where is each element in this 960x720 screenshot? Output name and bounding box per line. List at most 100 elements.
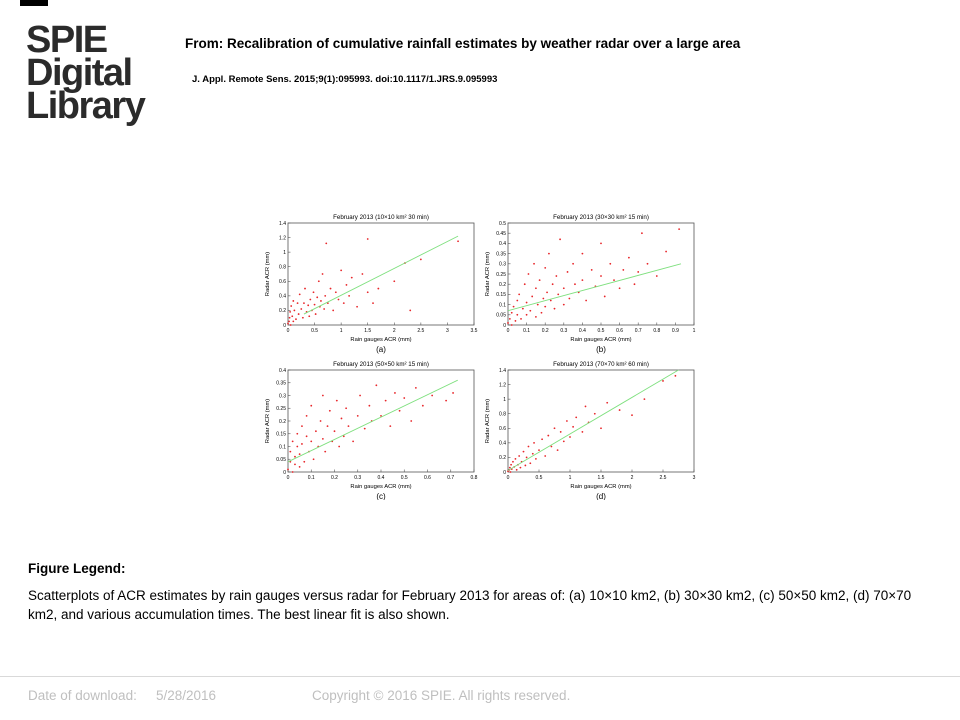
panel-4-data-point-16 [525, 456, 528, 459]
panel-2-data-point-37 [568, 297, 571, 300]
panel-2-data-point-48 [603, 295, 606, 298]
panel-4-x-tick-label-3: 1.5 [598, 475, 605, 481]
panel-3-data-point-12 [301, 443, 303, 445]
panel-4-data-point-19 [531, 452, 534, 455]
panel-2-data-point-42 [581, 252, 584, 255]
panel-1-x-tick-label-4: 2 [393, 328, 396, 334]
panel-2-data-point-51 [618, 287, 621, 290]
panel-3-data-point-3 [291, 471, 294, 473]
panel-2-data-point-33 [559, 238, 561, 241]
panel-2-data-point-15 [529, 309, 532, 312]
panel-2-y-tick-label-5: 0.25 [496, 272, 506, 278]
figure-legend-heading: Figure Legend: [28, 561, 126, 576]
panel-3-data-point-51 [421, 404, 424, 407]
panel-2-x-tick-label-7: 0.7 [635, 328, 642, 334]
panel-4-chart-title: February 2013 (70×70 km² 60 min) [553, 361, 649, 368]
panel-1-data-point-24 [313, 303, 316, 306]
panel-2-data-point-58 [655, 275, 658, 277]
panel-4-x-tick-label-5: 2.5 [660, 475, 667, 481]
panel-3-linear-fit-line [287, 379, 458, 463]
panel-1-data-point-29 [320, 300, 322, 302]
panel-1-data-point-15 [301, 316, 304, 319]
panel-4-data-point-8 [514, 457, 517, 460]
panel-2-x-axis-label: Rain gauges ACR (mm) [570, 337, 631, 343]
panel-2-data-point-54 [633, 283, 636, 286]
panel-4-data-point-27 [553, 427, 556, 430]
panel-1-data-point-19 [307, 304, 310, 307]
panel-4-x-axis-label: Rain gauges ACR (mm) [570, 484, 631, 490]
panel-4-y-tick-label-3: 0.6 [499, 426, 506, 432]
panel-3-data-point-50 [414, 386, 417, 389]
panel-1-data-point-32 [324, 294, 327, 297]
panel-3-data-point-10 [298, 453, 301, 456]
panel-3-data-point-15 [305, 415, 308, 417]
panel-2-data-point-50 [613, 279, 615, 282]
panel-2-y-tick-label-9: 0.45 [496, 231, 506, 237]
panel-2-data-point-36 [566, 271, 569, 273]
panel-1-x-tick-label-7: 3.5 [471, 328, 478, 334]
panel-2-data-point-7 [516, 313, 519, 316]
panel-4-data-point-34 [575, 416, 578, 419]
panel-4-y-tick-label-6: 1.2 [499, 382, 506, 388]
panel-3-data-point-7 [296, 445, 299, 448]
panel-3-x-axis-label: Rain gauges ACR (mm) [350, 484, 411, 490]
panel-2-data-point-56 [641, 232, 643, 235]
panel-3-data-point-43 [380, 415, 382, 417]
panel-2-data-point-3 [510, 324, 513, 326]
panel-4-linear-fit-line [507, 369, 679, 471]
panel-2-x-tick-label-6: 0.6 [616, 328, 623, 334]
panel-2-data-point-12 [525, 313, 528, 316]
panel-3-y-tick-label-0: 0 [283, 470, 286, 476]
panel-2-x-tick-label-5: 0.5 [598, 328, 605, 334]
panel-4-data-point-41 [618, 409, 621, 411]
panel-1-chart-title: February 2013 (10×10 km² 30 min) [333, 214, 429, 221]
panel-2-data-point-26 [546, 291, 548, 294]
panel-4-data-point-45 [674, 374, 677, 377]
panel-3-data-point-5 [294, 463, 296, 466]
panel-4-y-tick-label-5: 1 [503, 397, 506, 403]
panel-1-data-point-13 [298, 293, 301, 296]
panel-1-data-point-53 [419, 258, 422, 261]
panel-4-x-tick-label-1: 0.5 [536, 475, 543, 481]
panel-2-data-point-47 [600, 242, 602, 245]
panel-4-data-point-28 [556, 449, 559, 452]
panel-3-data-point-26 [326, 425, 329, 427]
panel-2-data-point-60 [678, 228, 681, 231]
panel-4-data-point-43 [643, 398, 646, 401]
panel-2-y-tick-label-2: 0.1 [499, 302, 506, 308]
panel-1-data-point-3 [289, 324, 292, 326]
panel-3-x-tick-label-5: 0.5 [401, 475, 408, 481]
panel-2-data-point-1 [508, 317, 511, 320]
article-title: From: Recalibration of cumulative rainfa… [185, 36, 741, 51]
panel-1-y-tick-label-7: 1.4 [279, 221, 286, 227]
panel-4-data-point-44 [662, 380, 664, 382]
panel-3-data-point-39 [363, 427, 366, 430]
panel-2-data-point-23 [542, 297, 545, 300]
panel-4-data-point-2 [508, 466, 511, 469]
panel-2-data-point-24 [544, 266, 547, 269]
scatterplot-grid-svg: February 2013 (10×10 km² 30 min) 0 0.5 1 1.5… [265, 214, 696, 501]
panel-1-data-point-0 [287, 322, 289, 325]
panel-1-data-point-9 [293, 309, 296, 312]
panel-3-data-point-19 [312, 458, 315, 461]
panel-2-chart-title: February 2013 (30×30 km² 15 min) [553, 214, 649, 221]
panel-2-data-point-46 [600, 275, 602, 277]
panel-3-data-point-52 [431, 394, 434, 397]
panel-3-data-point-34 [345, 407, 348, 410]
panel-1-data-point-25 [314, 313, 317, 315]
article-citation: J. Appl. Remote Sens. 2015;9(1):095993. … [192, 74, 498, 85]
panel-2-data-point-19 [535, 287, 537, 290]
panel-3-data-point-40 [368, 404, 371, 407]
panel-1-data-point-4 [289, 310, 292, 313]
panel-4-data-point-20 [533, 441, 535, 444]
panel-2-x-tick-label-4: 0.4 [579, 328, 586, 334]
panel-3-data-point-6 [294, 455, 296, 458]
panel-1-data-point-50 [393, 280, 396, 283]
panel-1-data-point-23 [312, 291, 315, 294]
panel-1-data-point-45 [361, 273, 364, 275]
panel-3-data-point-18 [310, 404, 313, 407]
panel-2-data-point-44 [590, 269, 593, 271]
panel-1-y-tick-label-5: 1 [283, 250, 286, 256]
panel-2-x-tick-label-0: 0 [507, 328, 510, 334]
panel-2-x-tick-label-3: 0.3 [560, 328, 567, 334]
